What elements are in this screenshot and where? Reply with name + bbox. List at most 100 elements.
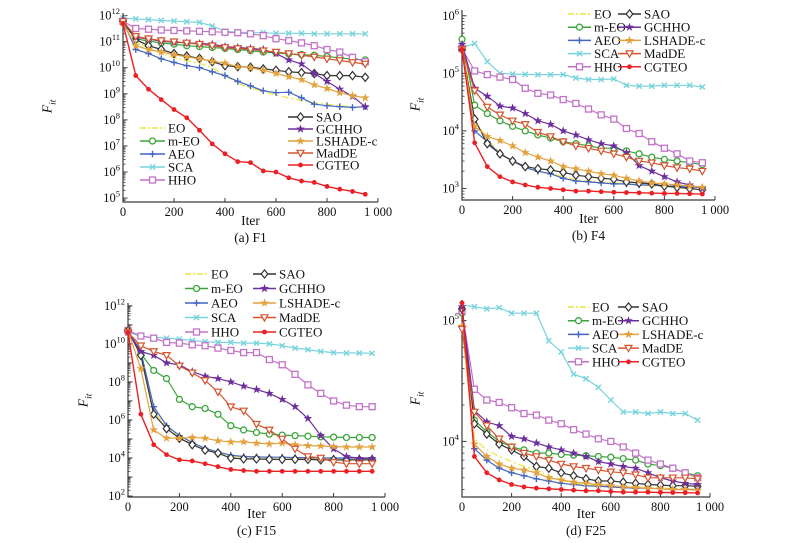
x-tick-label: 0	[120, 205, 126, 219]
legend-label-MadDE: MadDE	[642, 341, 683, 356]
x-tick-label: 800	[324, 500, 343, 514]
series-line-EO	[122, 22, 366, 108]
svg-text:105: 105	[103, 189, 120, 206]
x-tick-label: 800	[651, 500, 670, 514]
legend-label-CGTEO: CGTEO	[279, 325, 322, 340]
series-line-m-EO	[127, 330, 373, 439]
plot-(a) F1: 0 200 400 600 800 1 000 105 106 107 108 109 1010 101…	[99, 6, 392, 219]
plot-(d) F25: 0 200 400 600 800 1 000 104 105 EOm-EOAEOSCAHHO S…	[442, 300, 724, 515]
caption-c: (c) F15	[236, 523, 277, 538]
series-MadDE	[457, 325, 703, 484]
legend-label-HHO: HHO	[168, 173, 196, 188]
caption-a: (a) F1	[234, 230, 267, 245]
chart-a-f1: 0 200 400 600 800 1 000 105 106 107 108 109 1010 101…	[99, 6, 392, 219]
legend-label-MadDE: MadDE	[316, 146, 357, 161]
caption-b: (b) F4	[571, 228, 606, 243]
x-tick-label: 200	[165, 205, 184, 219]
legend-label-SCA: SCA	[594, 46, 620, 61]
legend-label-EO: EO	[211, 267, 228, 282]
legend-label-GCHHO: GCHHO	[316, 122, 362, 137]
legend-label-AEO: AEO	[594, 33, 621, 48]
x-tick-label: 800	[318, 205, 337, 219]
svg-text:103: 103	[442, 179, 459, 196]
series-CGTEO	[459, 47, 705, 197]
legend-label-SAO: SAO	[316, 110, 342, 125]
legend-label-GCHHO: GCHHO	[642, 313, 688, 328]
legend-label-SCA: SCA	[168, 160, 194, 175]
plot-(c) F15: 0 200 400 600 800 1 000 102 104 106 108 1010 1012 EO…	[104, 267, 399, 515]
svg-text:106: 106	[442, 6, 459, 23]
chart-c-f15: 0 200 400 600 800 1 000 102 104 106 108 1010 1012 EO…	[104, 267, 399, 515]
svg-text:1012: 1012	[99, 6, 120, 23]
svg-text:104: 104	[108, 449, 126, 466]
series-line-SCA	[122, 17, 366, 35]
legend-label-SAO: SAO	[644, 7, 670, 22]
x-tick-label: 1 000	[701, 203, 729, 217]
x-axis-label-a: Iter	[241, 213, 260, 228]
caption-d: (d) F25	[565, 523, 607, 538]
svg-text:106: 106	[103, 163, 120, 180]
series-EO	[461, 310, 698, 491]
x-tick-label: 600	[273, 500, 292, 514]
svg-text:107: 107	[103, 136, 120, 153]
x-tick-label: 0	[125, 500, 131, 514]
legend-label-AEO: AEO	[211, 296, 238, 311]
svg-text:1011: 1011	[99, 32, 120, 49]
svg-text:102: 102	[108, 487, 125, 504]
series-line-SCA	[127, 331, 373, 354]
y-axis-label-c: Fit	[75, 393, 95, 408]
series-line-SCA	[461, 42, 703, 88]
series-line-LSHADE-c	[122, 23, 366, 99]
svg-text:109: 109	[103, 84, 120, 101]
legend-label-GCHHO: GCHHO	[644, 20, 690, 35]
x-axis-label-c: Iter	[247, 506, 266, 521]
series-MadDE	[118, 18, 370, 69]
x-tick-label: 400	[554, 203, 573, 217]
x-tick-label: 600	[267, 205, 286, 219]
x-tick-label: 200	[502, 500, 521, 514]
legend-label-LSHADE-c: LSHADE-c	[644, 33, 706, 48]
x-tick-label: 400	[216, 205, 235, 219]
x-tick-label: 200	[170, 500, 189, 514]
legend-label-AEO: AEO	[592, 327, 619, 342]
legend-label-SCA: SCA	[211, 310, 237, 325]
series-HHO	[124, 326, 376, 411]
x-tick-label: 0	[459, 203, 465, 217]
legend-label-AEO: AEO	[168, 147, 195, 162]
x-tick-label: 600	[604, 203, 623, 217]
legend-label-HHO: HHO	[211, 325, 239, 340]
svg-text:105: 105	[442, 311, 459, 328]
series-CGTEO	[459, 300, 700, 496]
x-tick-label: 800	[655, 203, 674, 217]
x-tick-label: 1 000	[696, 500, 724, 514]
svg-text:1010: 1010	[104, 334, 125, 351]
x-axis-label-d: Iter	[576, 506, 596, 521]
series-CGTEO	[125, 330, 375, 474]
svg-text:106: 106	[108, 410, 125, 427]
series-LSHADE-c	[123, 326, 377, 451]
legend-label-m-EO: m-EO	[211, 281, 243, 296]
legend-label-SCA: SCA	[592, 341, 618, 356]
y-axis-label-a: Fit	[39, 99, 59, 114]
legend-label-CGTEO: CGTEO	[642, 354, 685, 369]
svg-text:108: 108	[103, 110, 120, 127]
series-CGTEO	[120, 21, 368, 197]
x-tick-label: 1 000	[364, 205, 392, 219]
legend-label-MadDE: MadDE	[644, 46, 685, 61]
svg-text:105: 105	[442, 64, 459, 81]
series-AEO	[124, 327, 376, 462]
x-tick-label: 0	[459, 500, 465, 514]
series-HHO	[458, 44, 707, 167]
series-line-SCA	[461, 304, 698, 421]
x-tick-label: 400	[221, 500, 240, 514]
series-LSHADE-c	[457, 321, 702, 494]
legend-label-EO: EO	[168, 121, 185, 136]
series-SCA	[124, 329, 376, 357]
legend-label-EO: EO	[594, 7, 611, 22]
legend-label-GCHHO: GCHHO	[279, 281, 325, 296]
legend-label-m-EO: m-EO	[168, 134, 200, 149]
